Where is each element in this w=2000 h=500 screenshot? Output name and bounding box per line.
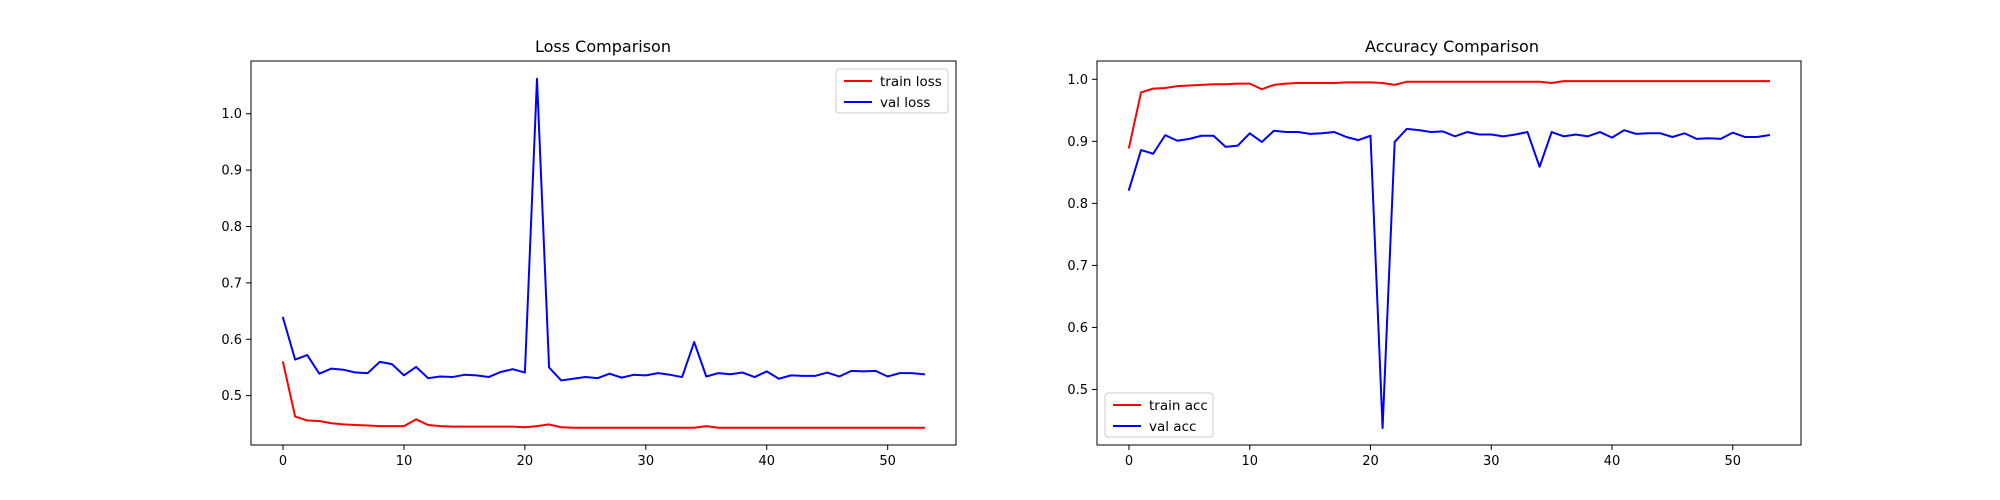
- loss-chart: Loss Comparison 0 10 20 30 40 50 0.5 0.6 0.7 0.8 0…: [221, 37, 957, 469]
- loss-series-line-val-loss: [281, 77, 926, 382]
- acc-axes-frame: [1096, 60, 1802, 446]
- acc-y-tick-label: 0.8: [1067, 197, 1088, 212]
- loss-x-tick-label: 40: [758, 454, 775, 469]
- loss-series-line-train-loss: [281, 361, 925, 429]
- loss-x-tick-label: 30: [638, 454, 655, 469]
- loss-y-tick-label: 1.0: [221, 107, 242, 122]
- loss-y-tick-label: 0.5: [221, 389, 242, 404]
- acc-y-tick-label: 0.9: [1067, 135, 1088, 150]
- acc-legend-label-val-acc: val acc: [1149, 419, 1196, 435]
- loss-x-tick-label: 0: [279, 454, 287, 469]
- loss-y-tick-label: 0.9: [221, 164, 242, 179]
- acc-series-line-train-acc: [1127, 80, 1770, 149]
- loss-x-tick-label: 50: [879, 454, 896, 469]
- loss-y-tick-label: 0.7: [221, 276, 242, 291]
- accuracy-chart-title: Accuracy Comparison: [1365, 37, 1539, 56]
- loss-chart-title: Loss Comparison: [535, 37, 671, 56]
- acc-y-tick-label: 1.0: [1067, 73, 1088, 88]
- acc-series-line-val-acc: [1127, 127, 1771, 429]
- acc-y-tick-label: 0.5: [1067, 383, 1088, 398]
- loss-legend: train loss val loss: [835, 68, 949, 114]
- acc-x-tick-label: 50: [1725, 454, 1742, 469]
- acc-x-tick-label: 20: [1362, 454, 1379, 469]
- acc-x-tick-label: 0: [1125, 454, 1133, 469]
- loss-y-tick-label: 0.6: [221, 333, 242, 348]
- acc-legend-label-train-acc: train acc: [1149, 398, 1208, 414]
- acc-x-tick-label: 10: [1241, 454, 1258, 469]
- acc-x-tick-label: 30: [1483, 454, 1500, 469]
- loss-y-tick-label: 0.8: [221, 220, 242, 235]
- acc-x-tick-label: 40: [1604, 454, 1621, 469]
- loss-legend-label-val-loss: val loss: [880, 95, 930, 111]
- loss-legend-label-train-loss: train loss: [880, 74, 942, 90]
- acc-y-tick-label: 0.6: [1067, 321, 1088, 336]
- acc-y-tick-label: 0.7: [1067, 259, 1088, 274]
- loss-x-tick-label: 20: [517, 454, 534, 469]
- loss-x-tick-label: 10: [396, 454, 413, 469]
- loss-axes-frame: [250, 60, 957, 446]
- accuracy-chart: Accuracy Comparison 0 10 20 30 40 50 0.5 0.6 0.7…: [1067, 37, 1802, 469]
- acc-legend: train acc val acc: [1104, 392, 1214, 438]
